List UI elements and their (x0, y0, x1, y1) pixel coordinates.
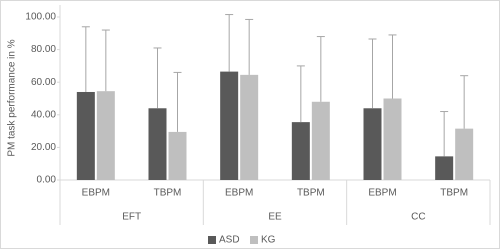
bar (240, 74, 259, 180)
y-tick-label: 40.00 (31, 109, 56, 120)
x-tick-label: TBPM (297, 188, 325, 199)
bar (311, 101, 330, 180)
x-tick-label: EBPM (225, 188, 253, 199)
group-label: EE (268, 212, 282, 223)
x-tick-label: EBPM (368, 188, 396, 199)
y-tick-label: 20.00 (31, 142, 56, 153)
bar (435, 156, 454, 180)
y-axis-label: PM task performance in % (7, 39, 18, 156)
y-tick-label: 60.00 (31, 77, 56, 88)
bar (363, 108, 382, 180)
legend-swatch (208, 236, 216, 244)
x-tick-label: TBPM (440, 188, 468, 199)
bar (148, 108, 167, 180)
y-tick-label: 100.00 (25, 12, 56, 23)
x-tick-label: EBPM (82, 188, 110, 199)
bar (383, 98, 402, 180)
x-tick-label: TBPM (154, 188, 182, 199)
bar (76, 91, 95, 180)
bar (291, 122, 310, 180)
legend-label: ASD (219, 235, 240, 246)
y-tick-label: 0.00 (37, 175, 57, 186)
bar (455, 128, 474, 180)
bar (220, 71, 239, 180)
legend-swatch (250, 236, 258, 244)
group-label: CC (411, 212, 425, 223)
legend-label: KG (261, 235, 276, 246)
bar (168, 131, 187, 180)
group-label: EFT (122, 212, 141, 223)
bar (96, 91, 115, 180)
y-tick-label: 80.00 (31, 44, 56, 55)
